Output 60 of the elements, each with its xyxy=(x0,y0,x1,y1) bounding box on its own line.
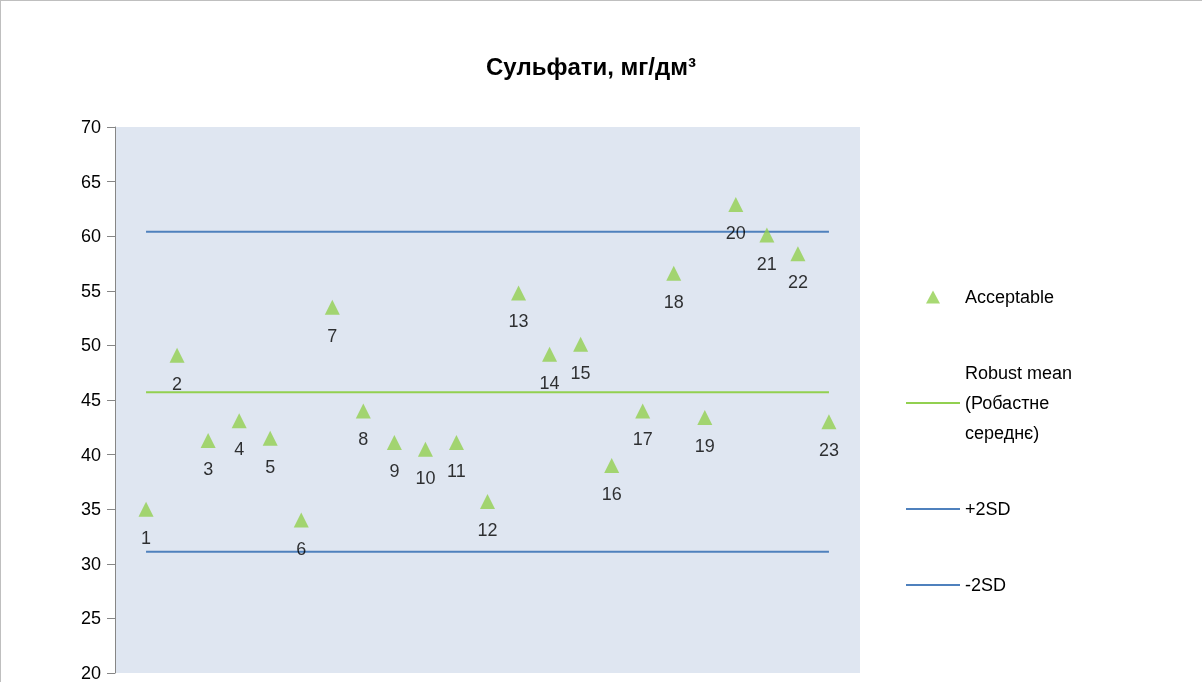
x-tick-label: 3 xyxy=(203,458,214,479)
point xyxy=(480,494,495,510)
x-tick-label: 8 xyxy=(358,429,369,450)
x-tick-label: 9 xyxy=(389,461,400,482)
x-tick-label: 10 xyxy=(415,467,436,488)
legend-label: Acceptable xyxy=(965,287,1055,307)
y-tick-label: 40 xyxy=(80,444,101,465)
y-tick-label: 55 xyxy=(80,280,101,301)
x-tick-label: 19 xyxy=(694,435,715,456)
x-tick-label: 5 xyxy=(265,456,276,477)
point xyxy=(759,227,775,243)
point xyxy=(697,409,713,425)
x-tick-label: 12 xyxy=(477,520,498,541)
point xyxy=(138,501,154,517)
x-tick-label: 7 xyxy=(327,325,338,346)
point xyxy=(231,413,247,429)
point xyxy=(324,299,340,315)
y-tick-label: 20 xyxy=(80,663,101,682)
point xyxy=(790,246,806,262)
x-tick-label: 23 xyxy=(818,440,839,461)
x-tick-label: 14 xyxy=(539,372,560,393)
y-tick-label: 30 xyxy=(80,553,101,574)
point xyxy=(635,403,651,419)
x-tick-label: 22 xyxy=(787,272,808,293)
point xyxy=(200,432,216,448)
point xyxy=(293,512,309,528)
point xyxy=(386,435,402,451)
point xyxy=(728,197,744,213)
chart-title: Сульфати, мг/дм³ xyxy=(486,52,696,80)
x-tick-label: 16 xyxy=(601,484,622,505)
legend-label: -2SD xyxy=(965,575,1007,595)
point xyxy=(355,403,371,419)
legend-label: +2SD xyxy=(965,499,1011,519)
x-tick-label: 15 xyxy=(570,362,591,383)
x-tick-label: 13 xyxy=(508,311,529,332)
y-tick-label: 45 xyxy=(80,390,101,410)
y-tick-label: 60 xyxy=(80,226,101,247)
point xyxy=(573,336,589,352)
point xyxy=(821,414,837,430)
x-tick-label: 1 xyxy=(141,527,152,548)
x-tick-label: 17 xyxy=(632,429,653,450)
point xyxy=(666,265,682,281)
y-tick-label: 25 xyxy=(80,608,101,629)
point xyxy=(604,458,620,474)
point xyxy=(169,347,185,363)
point xyxy=(511,285,527,301)
y-tick-label: 50 xyxy=(80,335,101,356)
point xyxy=(262,430,278,446)
point xyxy=(542,346,558,362)
point xyxy=(417,441,433,457)
x-tick-label: 4 xyxy=(234,439,245,460)
y-tick-label: 65 xyxy=(80,171,101,192)
legend-label: Robust mean (Робастне середнє) xyxy=(965,363,1078,443)
point xyxy=(448,435,464,451)
y-tick-label: 70 xyxy=(80,117,101,137)
x-tick-label: 11 xyxy=(447,461,466,482)
x-tick-label: 21 xyxy=(756,253,777,274)
x-tick-label: 2 xyxy=(172,373,183,394)
x-tick-label: 18 xyxy=(663,291,684,312)
y-tick-label: 35 xyxy=(80,499,101,520)
